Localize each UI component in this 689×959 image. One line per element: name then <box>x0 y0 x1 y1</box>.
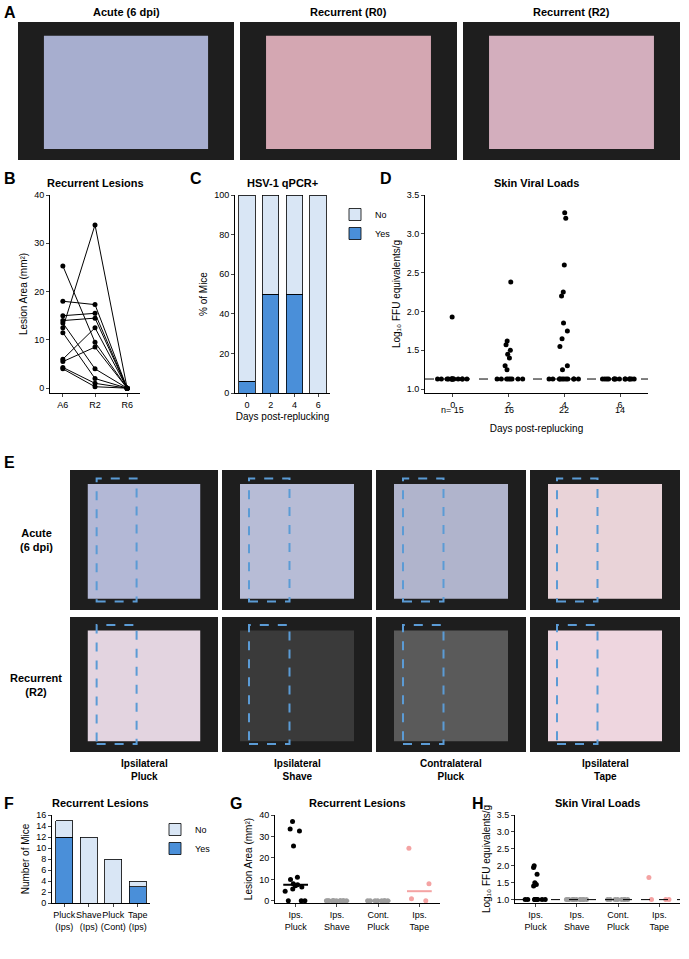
svg-text:IpsilateralShave: IpsilateralShave <box>274 758 321 782</box>
svg-text:Skin Viral Loads: Skin Viral Loads <box>555 797 640 809</box>
svg-text:3.5: 3.5 <box>497 810 510 820</box>
svg-text:40: 40 <box>219 309 229 319</box>
svg-text:0: 0 <box>244 400 249 410</box>
svg-text:Ips.Shave: Ips.Shave <box>564 910 590 932</box>
svg-text:Cont.Pluck: Cont.Pluck <box>607 910 630 932</box>
svg-text:0: 0 <box>39 383 44 393</box>
svg-text:HSV-1 qPCR+: HSV-1 qPCR+ <box>247 177 318 189</box>
svg-text:12: 12 <box>36 832 46 842</box>
svg-text:0: 0 <box>264 896 269 906</box>
svg-text:2.5: 2.5 <box>497 844 510 854</box>
svg-text:10: 10 <box>36 843 46 853</box>
svg-text:1.0: 1.0 <box>497 895 510 905</box>
svg-text:3.5: 3.5 <box>407 190 420 200</box>
svg-text:10: 10 <box>34 335 44 345</box>
svg-text:IpsilateralPluck: IpsilateralPluck <box>121 758 168 782</box>
svg-text:1.0: 1.0 <box>407 384 420 394</box>
svg-text:40: 40 <box>259 810 269 820</box>
svg-text:Days post-replucking: Days post-replucking <box>490 423 583 434</box>
svg-text:No: No <box>195 825 207 835</box>
svg-text:4: 4 <box>292 400 297 410</box>
svg-text:Ips.Tape: Ips.Tape <box>410 910 430 932</box>
svg-text:2: 2 <box>41 887 46 897</box>
svg-text:Tape(Ips): Tape(Ips) <box>128 910 148 932</box>
svg-text:14: 14 <box>36 821 46 831</box>
svg-text:Shave(Ips): Shave(Ips) <box>76 910 102 932</box>
svg-text:Recurrent(R2): Recurrent(R2) <box>10 672 62 698</box>
svg-text:Log₁₀ FFU equivalents/g: Log₁₀ FFU equivalents/g <box>391 240 402 348</box>
svg-text:A: A <box>4 4 16 21</box>
svg-text:C: C <box>190 170 202 187</box>
svg-text:6: 6 <box>618 400 623 410</box>
svg-text:Yes: Yes <box>195 844 210 854</box>
svg-text:Recurrent (R0): Recurrent (R0) <box>310 6 387 18</box>
svg-text:10: 10 <box>259 875 269 885</box>
svg-text:2: 2 <box>506 400 511 410</box>
svg-text:% of Mice: % of Mice <box>198 272 209 316</box>
svg-text:Pluck(Cont): Pluck(Cont) <box>101 910 126 932</box>
svg-text:14: 14 <box>615 405 625 415</box>
svg-text:20: 20 <box>219 349 229 359</box>
svg-text:Ips.Tape: Ips.Tape <box>650 910 670 932</box>
svg-text:1.5: 1.5 <box>497 878 510 888</box>
svg-text:6: 6 <box>41 865 46 875</box>
svg-text:30: 30 <box>34 238 44 248</box>
svg-text:Cont.Pluck: Cont.Pluck <box>367 910 390 932</box>
svg-text:2.0: 2.0 <box>497 861 510 871</box>
svg-text:16: 16 <box>504 405 514 415</box>
svg-text:22: 22 <box>559 405 569 415</box>
svg-text:60: 60 <box>219 269 229 279</box>
svg-text:80: 80 <box>219 230 229 240</box>
svg-text:R6: R6 <box>121 400 133 410</box>
svg-text:Acute (6 dpi): Acute (6 dpi) <box>93 6 160 18</box>
svg-text:Recurrent Lesions: Recurrent Lesions <box>309 797 406 809</box>
svg-text:0: 0 <box>224 388 229 398</box>
svg-text:Ips.Pluck: Ips.Pluck <box>525 910 548 932</box>
svg-text:2.5: 2.5 <box>407 268 420 278</box>
svg-text:1.5: 1.5 <box>407 345 420 355</box>
svg-text:16: 16 <box>36 810 46 820</box>
svg-text:Yes: Yes <box>375 229 390 239</box>
svg-text:Recurrent Lesions: Recurrent Lesions <box>47 177 144 189</box>
svg-text:H: H <box>472 795 484 812</box>
svg-text:IpsilateralTape: IpsilateralTape <box>582 758 629 782</box>
svg-text:0: 0 <box>41 898 46 908</box>
svg-text:Days post-replucking: Days post-replucking <box>236 411 329 422</box>
svg-text:G: G <box>230 795 242 812</box>
svg-text:Number of Mice: Number of Mice <box>20 823 31 894</box>
svg-text:R2: R2 <box>89 400 101 410</box>
svg-text:B: B <box>4 170 16 187</box>
svg-text:No: No <box>375 210 387 220</box>
svg-text:Ips.Pluck: Ips.Pluck <box>285 910 308 932</box>
svg-text:F: F <box>4 795 14 812</box>
svg-text:30: 30 <box>259 832 269 842</box>
svg-text:2: 2 <box>268 400 273 410</box>
svg-text:E: E <box>4 454 15 471</box>
svg-text:40: 40 <box>34 190 44 200</box>
svg-text:ContralateralPluck: ContralateralPluck <box>420 758 482 782</box>
svg-text:6: 6 <box>316 400 321 410</box>
svg-text:20: 20 <box>34 287 44 297</box>
svg-text:20: 20 <box>259 853 269 863</box>
svg-text:Skin Viral Loads: Skin Viral Loads <box>494 177 579 189</box>
svg-text:Lesion Area (mm²): Lesion Area (mm²) <box>18 253 29 335</box>
svg-text:100: 100 <box>214 190 229 200</box>
svg-text:Recurrent (R2): Recurrent (R2) <box>533 6 610 18</box>
svg-text:Recurrent Lesions: Recurrent Lesions <box>52 797 149 809</box>
svg-text:0: 0 <box>450 400 455 410</box>
svg-text:3.0: 3.0 <box>407 229 420 239</box>
svg-text:Lesion Area (mm²): Lesion Area (mm²) <box>243 818 254 900</box>
svg-text:8: 8 <box>41 854 46 864</box>
svg-text:3.0: 3.0 <box>497 827 510 837</box>
svg-text:2.0: 2.0 <box>407 307 420 317</box>
svg-text:n= 15: n= 15 <box>441 405 464 415</box>
svg-text:Log₁₀ FFU equivalents/g: Log₁₀ FFU equivalents/g <box>481 805 492 913</box>
svg-text:4: 4 <box>562 400 567 410</box>
svg-text:Pluck(Ips): Pluck(Ips) <box>53 910 76 932</box>
svg-text:D: D <box>380 170 392 187</box>
svg-text:Ips.Shave: Ips.Shave <box>324 910 350 932</box>
svg-text:4: 4 <box>41 876 46 886</box>
svg-text:A6: A6 <box>57 400 68 410</box>
svg-text:Acute(6 dpi): Acute(6 dpi) <box>20 527 53 553</box>
